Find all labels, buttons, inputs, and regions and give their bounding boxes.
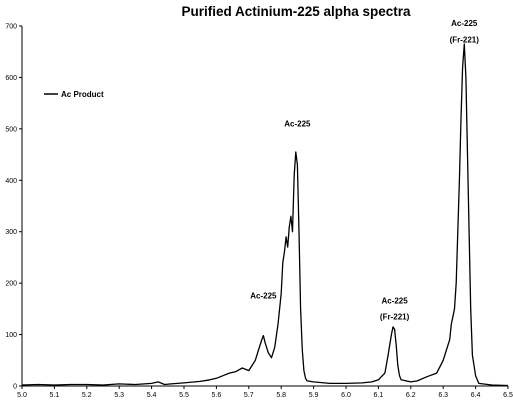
x-tick-label: 5.5: [179, 392, 189, 399]
series-line: [21, 43, 509, 387]
peak-annotation: (Fr-221): [380, 313, 410, 322]
x-tick-label: 5.4: [147, 392, 157, 399]
y-tick-label: 700: [5, 24, 17, 31]
plot-area: 0 100 200 300 400 500 600 700 5.0 5.1 5.2 5.3 5.4 5.5…: [5, 19, 513, 399]
chart-title: Purified Actinium-225 alpha spectra: [181, 4, 411, 19]
legend-label: Ac Product: [61, 90, 104, 99]
x-tick-label: 5.6: [212, 392, 222, 399]
x-tick-label: 6.5: [503, 392, 513, 399]
y-tick-label: 100: [5, 332, 17, 339]
peak-annotation: (Fr-221): [450, 35, 480, 44]
peak-annotation: Ac-225: [284, 119, 311, 128]
y-tick-label: 600: [5, 75, 17, 82]
x-tick-label: 5.8: [276, 392, 286, 399]
x-tick-label: 6.3: [438, 392, 448, 399]
y-tick-label: 200: [5, 281, 17, 288]
y-tick-label: 500: [5, 126, 17, 133]
peak-annotation: Ac-225: [250, 292, 277, 301]
x-tick-label: 5.3: [114, 392, 124, 399]
x-tick-label: 5.0: [17, 392, 27, 399]
y-tick-label: 0: [13, 384, 17, 391]
peak-annotation: Ac-225: [381, 297, 408, 306]
x-tick-label: 5.2: [82, 392, 92, 399]
x-tick-label: 6.0: [341, 392, 351, 399]
x-tick-label: 5.9: [309, 392, 319, 399]
y-tick-label: 400: [5, 178, 17, 185]
x-tick-label: 6.2: [406, 392, 416, 399]
peak-annotation: Ac-225: [451, 19, 478, 28]
x-tick-label: 6.1: [374, 392, 384, 399]
x-tick-label: 5.7: [244, 392, 254, 399]
y-tick-label: 300: [5, 229, 17, 236]
x-tick-label: 6.4: [471, 392, 481, 399]
x-tick-label: 5.1: [50, 392, 60, 399]
